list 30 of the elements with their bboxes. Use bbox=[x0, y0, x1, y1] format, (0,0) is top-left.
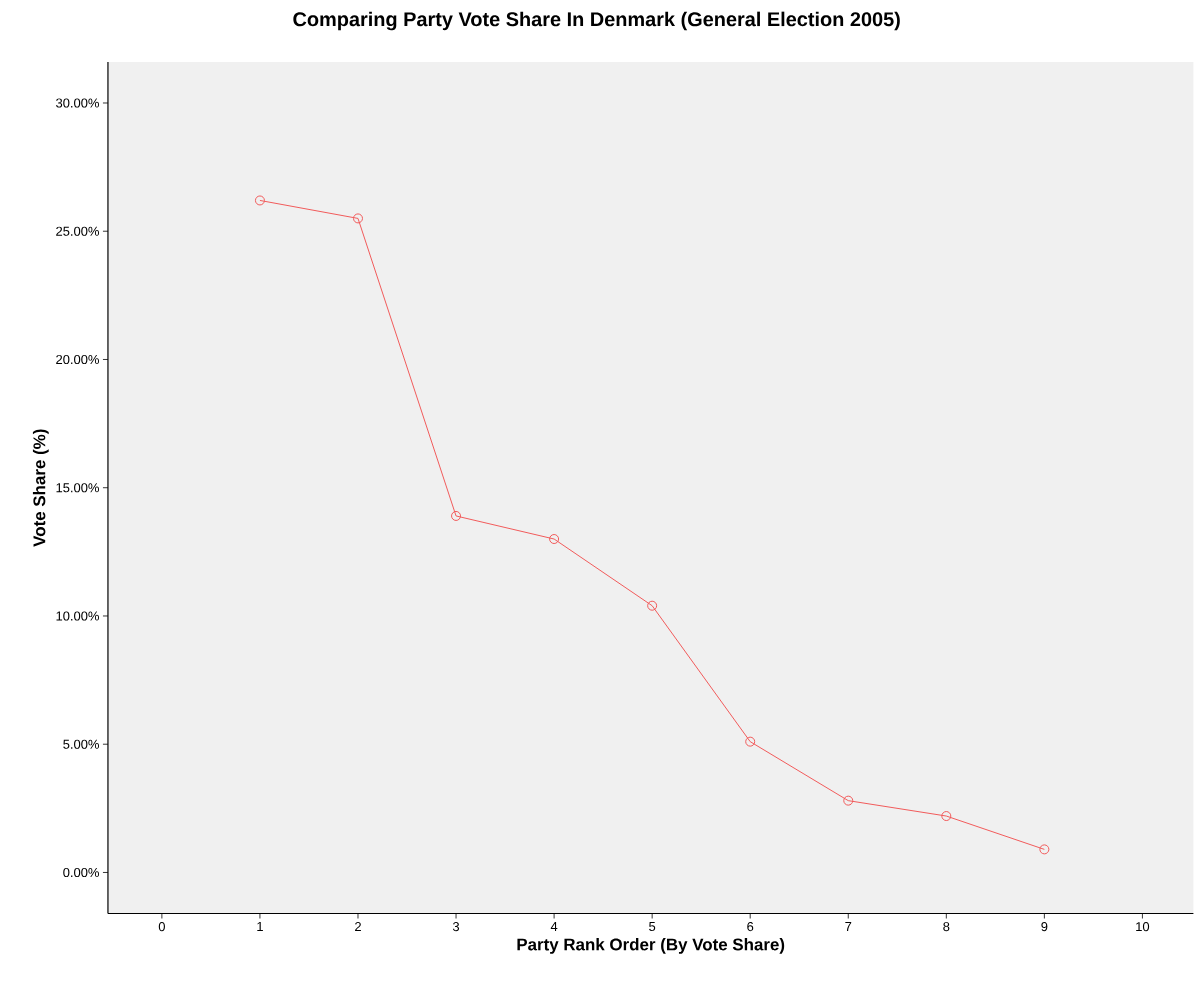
x-tick-label: 2 bbox=[355, 921, 361, 931]
x-tick-label: 5 bbox=[649, 921, 656, 931]
x-tick-label: 3 bbox=[452, 921, 460, 931]
y-tick-label: 15.00% bbox=[56, 482, 99, 493]
point bbox=[451, 510, 462, 521]
point bbox=[352, 213, 363, 224]
point bbox=[941, 810, 952, 821]
point bbox=[254, 195, 265, 206]
x-axis-title: Party Rank Order (By Vote Share) bbox=[517, 937, 785, 954]
y-tick-label: 30.00% bbox=[56, 98, 99, 108]
point bbox=[647, 600, 658, 611]
y-tick-label: 10.00% bbox=[56, 611, 99, 621]
y-tick-label: 5.00% bbox=[63, 739, 99, 749]
y-tick-label: 0.00% bbox=[63, 867, 99, 877]
point bbox=[843, 795, 854, 806]
x-tick-label: 0 bbox=[158, 921, 165, 931]
x-tick-label: 4 bbox=[550, 921, 558, 931]
x-tick-label: 6 bbox=[747, 921, 754, 931]
point bbox=[549, 533, 560, 544]
y-axis-title: Vote Share (%) bbox=[32, 429, 49, 547]
y-tick-label: 20.00% bbox=[56, 354, 99, 364]
y-tick-label: 25.00% bbox=[56, 226, 99, 236]
x-tick-label: 10 bbox=[1136, 921, 1150, 931]
chart-title: Comparing Party Vote Share In Denmark (General Election 2005) bbox=[293, 11, 900, 31]
point bbox=[1039, 844, 1050, 855]
x-tick-label: 1 bbox=[257, 921, 263, 931]
x-tick-label: 9 bbox=[1041, 921, 1048, 931]
point bbox=[745, 736, 756, 747]
x-tick-label: 7 bbox=[845, 921, 852, 931]
x-tick-label: 8 bbox=[943, 921, 950, 931]
